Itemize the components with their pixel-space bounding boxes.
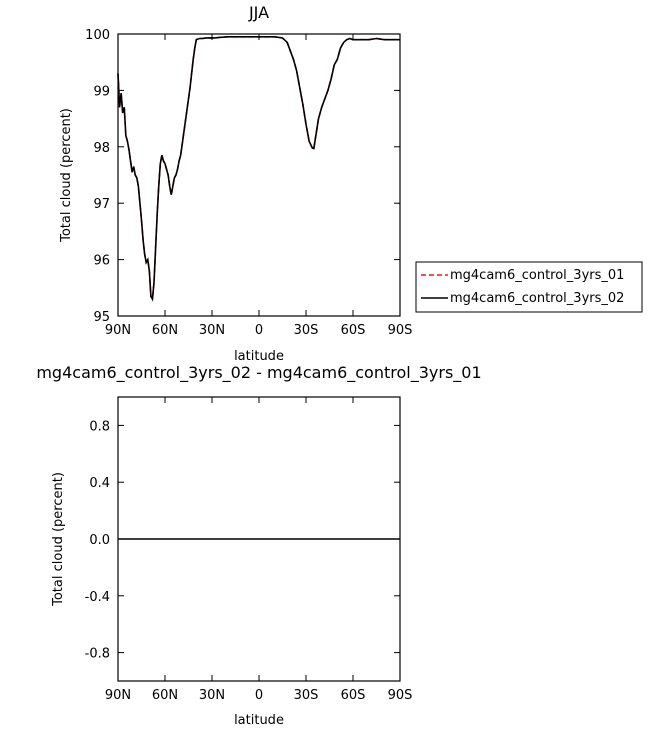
top-x-tick-label: 90N — [105, 323, 131, 338]
top-axis-ticks: 90N 60N 30N 0 30S 60S 90S 95 96 97 98 99 100 — [85, 28, 412, 338]
top-series-line-2 — [117, 36, 400, 302]
top-y-tick-label: 95 — [93, 310, 110, 325]
top-y-tick-label: 98 — [93, 141, 110, 156]
top-panel: JJA 90N 60N 30N 0 30S 60S 90S 95 96 97 98 99 100 lat… — [59, 3, 643, 364]
top-x-tick-label: 30S — [294, 323, 319, 338]
legend-label-series-02: mg4cam6_control_3yrs_02 — [450, 291, 624, 306]
bottom-x-tick-label: 60S — [341, 688, 366, 703]
legend-box — [415, 261, 643, 313]
bottom-y-tick-label: 0.8 — [89, 419, 110, 434]
top-y-tick-label: 96 — [93, 254, 110, 269]
bottom-panel: mg4cam6_control_3yrs_02 - mg4cam6_contro… — [36, 363, 481, 728]
bottom-y-tick-label: -0.8 — [85, 647, 110, 662]
top-x-tick-label: 30N — [199, 323, 225, 338]
bottom-x-tick-label: 30S — [294, 688, 319, 703]
bottom-x-tick-label: 90N — [105, 688, 131, 703]
top-y-tick-label: 100 — [85, 28, 110, 43]
top-x-tick-label: 90S — [388, 323, 413, 338]
legend: mg4cam6_control_3yrs_01 mg4cam6_control_… — [415, 261, 643, 313]
bottom-y-tick-label: 0.4 — [89, 476, 110, 491]
top-series-group — [117, 36, 400, 302]
bottom-y-tick-label: -0.4 — [85, 590, 110, 605]
top-x-tick-label: 60N — [152, 323, 178, 338]
top-x-tick-label: 60S — [341, 323, 366, 338]
top-y-tick-label: 97 — [93, 197, 110, 212]
bottom-y-axis-title: Total cloud (percent) — [51, 472, 66, 607]
top-y-axis-title: Total cloud (percent) — [59, 108, 74, 243]
top-x-axis-title: latitude — [234, 349, 284, 364]
bottom-chart-title: mg4cam6_control_3yrs_02 - mg4cam6_contro… — [36, 363, 481, 383]
bottom-x-tick-label: 30N — [199, 688, 225, 703]
top-x-tick-label: 0 — [255, 323, 263, 338]
top-chart-title: JJA — [248, 3, 269, 22]
top-y-tick-label: 99 — [93, 84, 110, 99]
bottom-x-axis-title: latitude — [234, 713, 284, 728]
bottom-axis-ticks: 90N 60N 30N 0 30S 60S 90S -0.8 -0.4 0.0 0.4 0.8 — [85, 397, 413, 703]
bottom-x-tick-label: 90S — [388, 688, 413, 703]
legend-label-series-01: mg4cam6_control_3yrs_01 — [450, 268, 624, 283]
bottom-x-tick-label: 0 — [255, 688, 263, 703]
bottom-y-tick-label: 0.0 — [89, 533, 110, 548]
bottom-x-tick-label: 60N — [152, 688, 178, 703]
